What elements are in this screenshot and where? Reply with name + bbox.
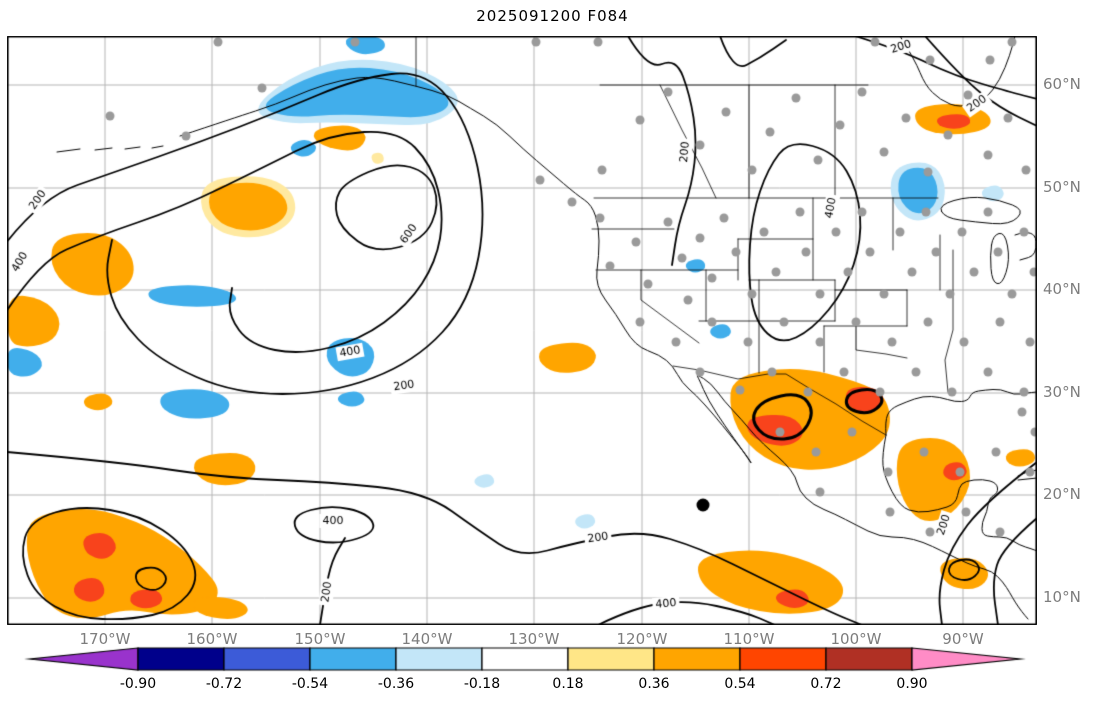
lat-tick-label: 10°N xyxy=(1043,588,1081,606)
colorbar-tick-label: -0.18 xyxy=(463,676,501,692)
colorbar-tick-label: 0.54 xyxy=(724,676,756,692)
lat-tick-label: 50°N xyxy=(1043,178,1081,196)
colorbar-tick-label: -0.54 xyxy=(291,676,329,692)
colorbar-tick-label: 0.90 xyxy=(896,676,928,692)
lat-tick-label: 60°N xyxy=(1043,75,1081,93)
colorbar-tick-label: -0.72 xyxy=(205,676,243,692)
lat-tick-label: 20°N xyxy=(1043,485,1081,503)
colorbar-tick-label: 0.18 xyxy=(552,676,584,692)
colorbar-canvas xyxy=(0,646,1105,672)
colorbar-tick-label: 0.36 xyxy=(638,676,670,692)
map-canvas xyxy=(7,36,1037,625)
colorbar-tick-label: 0.72 xyxy=(810,676,842,692)
chart-title: 2025091200 F084 xyxy=(476,7,629,25)
colorbar-tick-label: -0.90 xyxy=(119,676,157,692)
colorbar-tick-label: -0.36 xyxy=(377,676,415,692)
colorbar-tick-labels: -0.90 -0.72 -0.54 -0.36 -0.18 0.18 0.36 0.54 0.7… xyxy=(0,676,1105,696)
lat-tick-label: 30°N xyxy=(1043,383,1081,401)
lat-tick-labels: 60°N 50°N 40°N 30°N 20°N 10°N xyxy=(1043,0,1105,712)
lat-tick-label: 40°N xyxy=(1043,280,1081,298)
